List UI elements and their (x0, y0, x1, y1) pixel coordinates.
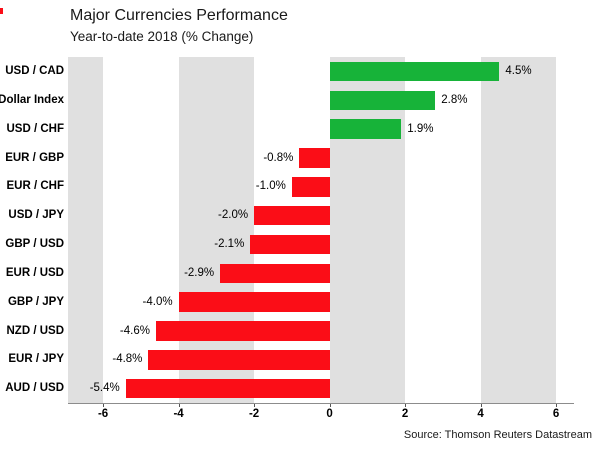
x-axis-tick (254, 404, 256, 407)
x-axis-tick-label: 0 (326, 408, 333, 420)
plot-area (68, 57, 573, 403)
x-axis-tick (480, 404, 482, 407)
bar-negative (220, 263, 330, 283)
value-label: -0.8% (263, 151, 294, 164)
bar-negative (254, 205, 330, 226)
x-axis-line (68, 403, 574, 404)
category-label: USD / CHF (6, 122, 65, 135)
value-label: 2.8% (441, 93, 468, 106)
value-label: -4.0% (142, 295, 173, 308)
category-label: GBP / USD (5, 238, 64, 250)
x-axis-tick-label: -6 (97, 408, 109, 420)
category-label: USD / CAD (5, 65, 64, 77)
value-label: 1.9% (407, 122, 434, 135)
x-axis-tick (178, 404, 180, 407)
chart-subtitle: Year-to-date 2018 (% Change) (70, 29, 254, 44)
bar-negative (155, 321, 330, 341)
value-label: -2.9% (184, 266, 215, 279)
value-label: -4.8% (112, 353, 143, 366)
category-label: USD / JPY (8, 209, 64, 222)
grid-shaded-band (329, 57, 406, 403)
grid-shaded-band (480, 57, 556, 403)
value-label: -5.4% (89, 382, 120, 395)
bar-negative (299, 148, 330, 168)
category-label: EUR / CHF (6, 180, 65, 193)
category-label: EUR / USD (5, 266, 64, 279)
x-axis-tick (556, 404, 558, 407)
bar-positive (329, 90, 436, 110)
source-note: Source: Thomson Reuters Datastream (403, 429, 592, 441)
x-axis-tick (103, 404, 105, 407)
bar-positive (329, 119, 402, 139)
x-axis-tick-label: 2 (401, 408, 409, 420)
category-label: EUR / JPY (8, 353, 64, 366)
value-label: -1.0% (255, 180, 286, 193)
bar-negative (250, 234, 330, 255)
grid-shaded-band (68, 57, 104, 403)
x-axis-tick-label: -4 (173, 408, 184, 420)
grid-shaded-band (178, 57, 255, 403)
clipped-red-square-marker (0, 8, 3, 14)
bar-negative (178, 292, 330, 312)
category-label: GBP / JPY (7, 295, 64, 308)
value-label: 4.5% (505, 65, 532, 77)
category-label: AUD / USD (5, 382, 64, 395)
x-axis-tick-label: 4 (477, 408, 484, 420)
category-label: NZD / USD (6, 324, 65, 337)
x-axis-tick (405, 404, 407, 407)
bar-negative (125, 378, 330, 399)
value-label: -2.0% (218, 209, 249, 222)
x-axis-tick-label: 6 (552, 408, 560, 420)
x-axis-tick-label: -2 (248, 408, 260, 420)
category-label: EUR / GBP (5, 151, 64, 164)
x-axis-tick (329, 404, 331, 407)
bar-negative (291, 177, 330, 197)
value-label: -4.6% (119, 324, 150, 337)
bar-positive (329, 61, 500, 82)
chart-title: Major Currencies Performance (70, 7, 288, 24)
bar-negative (148, 350, 330, 370)
category-label: Dollar Index (0, 93, 64, 106)
value-label: -2.1% (214, 238, 245, 250)
